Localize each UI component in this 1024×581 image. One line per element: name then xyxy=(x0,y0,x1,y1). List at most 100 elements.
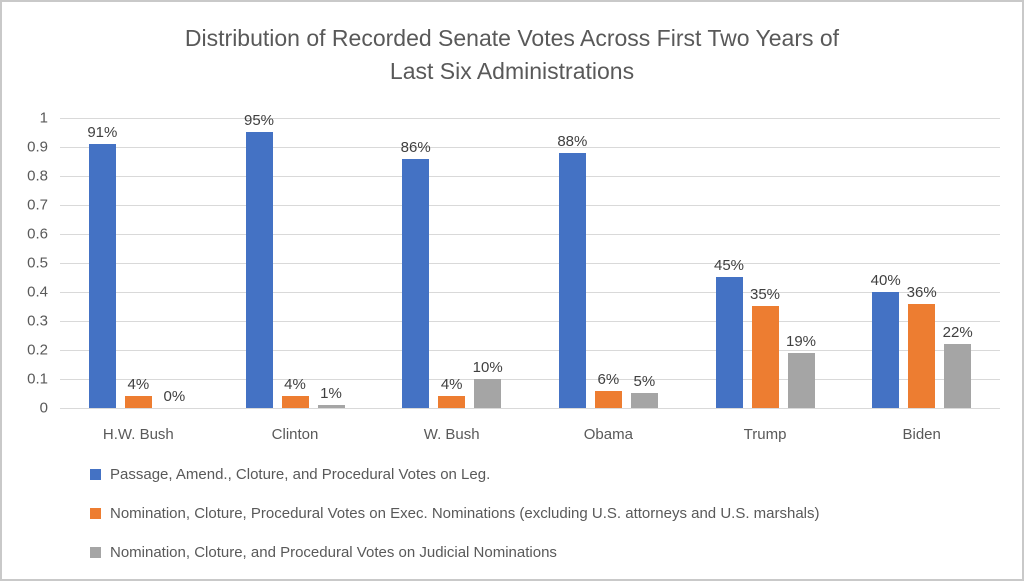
bar-slot: 6% xyxy=(594,118,622,408)
bar-group-3: 88% 6% 5% xyxy=(530,118,687,408)
y-tick-label: 0.6 xyxy=(27,225,48,243)
bar-value-label: 95% xyxy=(243,112,275,129)
bar-series2-2 xyxy=(474,379,502,408)
legend-item-2: Nomination, Cloture, and Procedural Vote… xyxy=(90,544,820,561)
gridline xyxy=(60,176,1000,177)
gridline xyxy=(60,350,1000,351)
chart-title-line-1: Distribution of Recorded Senate Votes Ac… xyxy=(184,25,840,51)
bar-slot: 19% xyxy=(786,118,817,408)
gridline xyxy=(60,147,1000,148)
bar-slot: 22% xyxy=(942,118,973,408)
bar-group-5: 40% 36% 22% xyxy=(843,118,1000,408)
bar-value-label: 4% xyxy=(440,376,463,393)
gridline xyxy=(60,408,1000,409)
bar-slot: 35% xyxy=(750,118,781,408)
bar-slot: 88% xyxy=(557,118,588,408)
bar-series1-1 xyxy=(281,396,309,408)
bar-series1-4 xyxy=(751,306,779,408)
gridline xyxy=(60,205,1000,206)
bar-slot: 10% xyxy=(472,118,503,408)
y-tick-label: 0.4 xyxy=(27,283,48,301)
bar-slot: 4% xyxy=(438,118,466,408)
bar-value-label: 1% xyxy=(320,385,342,402)
x-axis-label-3: Obama xyxy=(583,426,633,443)
gridline xyxy=(60,263,1000,264)
bar-value-label: 4% xyxy=(284,376,306,393)
bar-value-label: 0% xyxy=(163,388,186,405)
legend-item-1: Nomination, Cloture, Procedural Votes on… xyxy=(90,505,820,522)
bar-value-label: 10% xyxy=(472,359,503,376)
bar-series1-0 xyxy=(124,396,152,408)
bar-value-label: 6% xyxy=(597,371,620,388)
bar-series2-3 xyxy=(630,393,658,408)
bar-series0-0 xyxy=(88,144,116,408)
bar-group-0: 91% 4% 0% xyxy=(60,118,217,408)
bar-value-label: 5% xyxy=(633,373,656,390)
bar-slot: 0% xyxy=(161,118,188,408)
bar-slot: 45% xyxy=(714,118,745,408)
plot-area: 91% 4% 0% 95% 4% 1% 86% 4% 10% 88% 6% 5% 45% 35% 19% 40… xyxy=(60,112,1000,409)
bar-value-label: 35% xyxy=(750,286,781,303)
bar-value-label: 45% xyxy=(714,257,745,274)
x-axis-label-0: H.W. Bush xyxy=(102,426,174,443)
bar-value-label: 40% xyxy=(870,272,901,289)
x-axis-label-2: W. Bush xyxy=(423,426,480,443)
y-tick-label: 0.8 xyxy=(27,167,48,185)
y-tick-label: 0.7 xyxy=(27,196,48,214)
bar-series0-4 xyxy=(715,277,743,408)
bar-slot: 1% xyxy=(317,118,345,408)
x-axis-labels: H.W. Bush Clinton W. Bush Obama Trump Biden xyxy=(60,426,1000,443)
bar-slot: 4% xyxy=(124,118,152,408)
bar-slot: 40% xyxy=(870,118,901,408)
bar-value-label: 91% xyxy=(87,124,118,141)
legend: Passage, Amend., Cloture, and Procedural… xyxy=(90,466,820,561)
bar-slot: 4% xyxy=(281,118,309,408)
legend-label: Nomination, Cloture, Procedural Votes on… xyxy=(110,505,820,522)
y-tick-label: 0.9 xyxy=(27,138,48,156)
gridline xyxy=(60,292,1000,293)
bar-series0-2 xyxy=(402,159,430,408)
bar-group-1: 95% 4% 1% xyxy=(217,112,374,408)
bar-series2-5 xyxy=(944,344,972,408)
bar-series0-1 xyxy=(245,132,273,408)
y-tick-label: 0.1 xyxy=(27,370,48,388)
bar-value-label: 36% xyxy=(906,284,937,301)
chart-title-line-2: Last Six Administrations xyxy=(389,58,635,84)
bar-value-label: 19% xyxy=(786,333,817,350)
bar-slot: 5% xyxy=(630,118,658,408)
y-tick-label: 0.3 xyxy=(27,312,48,330)
legend-label: Nomination, Cloture, and Procedural Vote… xyxy=(110,544,557,561)
bar-value-label: 86% xyxy=(400,139,431,156)
bar-series0-3 xyxy=(558,153,586,408)
bar-slot: 36% xyxy=(906,118,937,408)
bar-series1-2 xyxy=(438,396,466,408)
bar-value-label: 4% xyxy=(127,376,150,393)
legend-swatch-icon xyxy=(90,469,101,480)
bar-series2-1 xyxy=(317,405,345,408)
legend-label: Passage, Amend., Cloture, and Procedural… xyxy=(110,466,491,483)
gridline xyxy=(60,118,1000,119)
bar-series2-4 xyxy=(787,353,815,408)
legend-item-0: Passage, Amend., Cloture, and Procedural… xyxy=(90,466,820,483)
bar-groups: 91% 4% 0% 95% 4% 1% 86% 4% 10% 88% 6% 5% 45% 35% 19% 40… xyxy=(60,112,1000,408)
bar-group-4: 45% 35% 19% xyxy=(687,118,844,408)
bar-slot: 95% xyxy=(244,112,274,408)
bar-value-label: 88% xyxy=(557,133,588,150)
bar-series0-5 xyxy=(872,292,900,408)
bar-series1-3 xyxy=(594,391,622,408)
bar-series1-5 xyxy=(908,304,936,408)
y-tick-label: 0 xyxy=(39,399,48,417)
y-axis-labels: 1 0.9 0.8 0.7 0.6 0.5 0.4 0.3 0.2 0.1 0 xyxy=(2,110,52,417)
gridline xyxy=(60,321,1000,322)
bar-value-label: 22% xyxy=(942,324,973,341)
y-tick-label: 1 xyxy=(39,109,48,127)
legend-swatch-icon xyxy=(90,508,101,519)
x-axis-label-5: Biden xyxy=(902,426,941,443)
bar-slot: 86% xyxy=(400,118,431,408)
gridline xyxy=(60,379,1000,380)
x-axis-label-1: Clinton xyxy=(271,426,319,443)
y-tick-label: 0.2 xyxy=(27,341,48,359)
x-axis-label-4: Trump xyxy=(743,426,787,443)
chart-title: Distribution of Recorded Senate Votes Ac… xyxy=(2,22,1022,88)
